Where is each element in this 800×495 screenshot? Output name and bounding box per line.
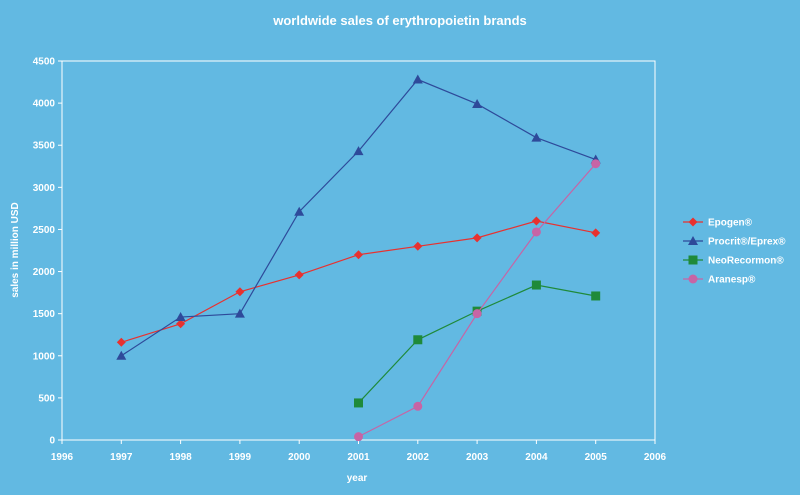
y-tick-label: 1500: [33, 309, 56, 320]
legend-item-neorecormon: NeoRecormon®: [683, 255, 784, 267]
legend-marker: [688, 274, 698, 284]
y-tick-label: 1000: [33, 351, 56, 362]
x-tick-label: 1997: [110, 452, 133, 463]
data-point-aranesp: [531, 227, 541, 237]
y-axis-label: sales in million USD: [10, 202, 21, 298]
x-tick-label: 2004: [525, 452, 548, 463]
x-tick-label: 2003: [466, 452, 489, 463]
data-point-neorecormon: [354, 398, 363, 408]
data-point-aranesp: [591, 159, 601, 169]
x-tick-label: 1998: [169, 452, 192, 463]
data-point-procrit-eprex: [353, 146, 364, 156]
data-point-procrit-eprex: [472, 98, 483, 108]
data-point-aranesp: [472, 309, 482, 319]
y-tick-label: 3000: [33, 183, 56, 194]
legend-marker: [688, 255, 698, 265]
legend-label: NeoRecormon®: [708, 256, 784, 267]
x-tick-label: 1999: [229, 452, 252, 463]
data-point-procrit-eprex: [234, 308, 245, 318]
data-point-epogen: [472, 233, 482, 243]
data-point-aranesp: [413, 401, 423, 411]
y-tick-label: 4000: [33, 99, 56, 110]
legend-item-aranesp: Aranesp®: [683, 274, 756, 286]
data-point-neorecormon: [531, 280, 541, 290]
series-epogen: [116, 216, 601, 347]
data-point-epogen: [235, 287, 245, 297]
data-point-procrit-eprex: [116, 350, 127, 360]
data-point-procrit-eprex: [412, 74, 423, 84]
x-axis: 1996 1997 1998 1999 2000 2001 2002 2003 2004 2005…: [51, 440, 667, 463]
data-point-neorecormon: [591, 291, 601, 301]
legend: Epogen® Procrit®/Eprex® NeoRecormon® Aranes…: [683, 217, 786, 286]
legend-item-epogen: Epogen®: [683, 217, 753, 229]
data-point-procrit-eprex: [175, 312, 186, 322]
legend-marker: [688, 236, 698, 245]
x-tick-label: 2005: [585, 452, 608, 463]
data-point-epogen: [116, 337, 126, 347]
y-tick-label: 4500: [33, 57, 56, 68]
legend-label: Epogen®: [708, 218, 753, 229]
x-tick-label: 2006: [644, 452, 667, 463]
legend-label: Procrit®/Eprex®: [708, 237, 786, 248]
legend-label: Aranesp®: [708, 275, 756, 286]
x-axis-label: year: [347, 473, 368, 484]
data-point-neorecormon: [413, 335, 423, 345]
x-tick-label: 1996: [51, 452, 74, 463]
y-axis: 0 500 1000 1500 2000 2500 3000 3500 4000 4500: [33, 57, 62, 447]
y-tick-label: 3500: [33, 141, 56, 152]
data-point-epogen: [413, 241, 423, 251]
legend-item-procrit-eprex: Procrit®/Eprex®: [683, 236, 786, 248]
x-tick-label: 2002: [407, 452, 430, 463]
data-point-epogen: [176, 319, 186, 329]
data-point-epogen: [531, 216, 541, 226]
data-point-epogen: [591, 228, 601, 238]
chart-title: worldwide sales of erythropoietin brands: [272, 13, 527, 28]
data-point-epogen: [354, 250, 363, 260]
data-point-procrit-eprex: [294, 206, 305, 216]
y-tick-label: 2500: [33, 225, 56, 236]
data-point-aranesp: [354, 432, 363, 442]
series-aranesp: [354, 159, 601, 442]
x-tick-label: 2001: [347, 452, 370, 463]
y-tick-label: 500: [38, 393, 55, 404]
legend-marker: [688, 217, 698, 227]
y-tick-label: 0: [49, 436, 55, 447]
y-tick-label: 2000: [33, 267, 56, 278]
x-tick-label: 2000: [288, 452, 311, 463]
data-point-epogen: [294, 270, 304, 280]
data-point-procrit-eprex: [531, 132, 542, 142]
series-procrit-eprex: [116, 74, 601, 360]
series-layer: [116, 74, 601, 442]
